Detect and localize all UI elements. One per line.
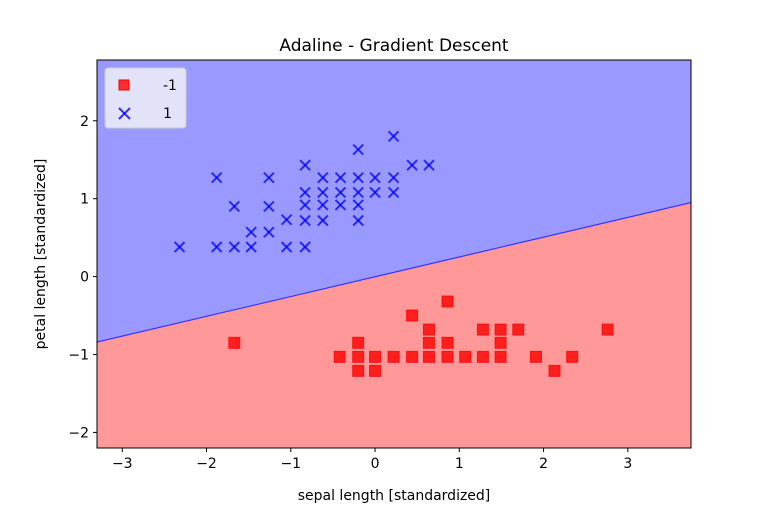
decision-boundary-line	[96, 201, 692, 343]
x-tick-label: −1	[280, 456, 301, 472]
data-point-x	[352, 214, 364, 227]
data-point-square	[441, 336, 454, 349]
data-point-x	[299, 214, 311, 227]
data-point-x	[387, 130, 400, 143]
y-tick-label: 2	[80, 114, 89, 130]
data-point-square	[548, 364, 561, 377]
data-point-square	[406, 309, 419, 322]
decision-regions	[96, 60, 692, 448]
y-axis-ticks: −2 −1 0 1 2	[68, 114, 97, 441]
data-point-x	[423, 159, 435, 171]
data-point-x	[299, 199, 311, 211]
data-point-x	[334, 171, 347, 184]
legend-label-neg1: -1	[163, 78, 177, 94]
legend-box	[104, 67, 187, 129]
data-point-x	[228, 241, 241, 253]
data-point-square	[352, 364, 365, 377]
data-point-square	[352, 336, 365, 349]
data-point-square	[566, 350, 579, 363]
data-point-x	[369, 171, 381, 184]
data-point-x	[210, 241, 223, 253]
data-point-x	[369, 186, 381, 199]
x-axis-label: sepal length [standardized]	[298, 488, 491, 504]
data-point-x	[245, 226, 257, 238]
data-point-x	[299, 186, 311, 199]
data-point-x	[280, 241, 293, 253]
data-point-square	[459, 350, 472, 363]
y-axis-label: petal length [standardized]	[33, 159, 49, 350]
data-points	[173, 130, 614, 377]
x-tick-label: 2	[539, 456, 548, 472]
data-point-x	[317, 186, 329, 199]
data-point-square	[601, 323, 614, 336]
data-point-square	[441, 295, 454, 308]
data-point-x	[317, 214, 329, 227]
data-point-square	[369, 364, 382, 377]
y-tick-label: 0	[80, 270, 89, 286]
x-tick-label: −2	[196, 456, 217, 472]
region-class-1	[97, 60, 691, 343]
y-tick-label: −1	[68, 348, 89, 364]
data-point-x	[280, 214, 293, 226]
data-point-x	[334, 199, 347, 211]
data-point-x	[387, 186, 400, 199]
data-point-x	[263, 200, 275, 213]
data-point-x	[317, 171, 329, 184]
data-point-x	[352, 199, 364, 211]
data-point-x	[173, 241, 186, 253]
data-point-x	[263, 171, 275, 184]
y-tick-label: −2	[68, 425, 89, 441]
data-point-x	[387, 171, 400, 184]
legend-x-icon	[118, 107, 131, 120]
data-point-square	[422, 336, 435, 349]
data-point-square	[476, 323, 489, 336]
data-point-square	[422, 350, 435, 363]
legend-square-icon	[118, 79, 130, 91]
data-point-x	[317, 199, 329, 211]
data-point-x	[299, 159, 311, 171]
data-point-x	[352, 186, 364, 199]
data-point-square	[369, 350, 382, 363]
y-tick-label: 1	[80, 192, 89, 208]
data-point-square	[228, 336, 241, 349]
data-point-x	[406, 159, 418, 171]
data-point-square	[494, 336, 507, 349]
data-point-square	[512, 323, 525, 336]
x-tick-label: 3	[623, 456, 632, 472]
data-point-x	[263, 226, 275, 238]
x-axis-ticks: −3 −2 −1 0 1 2 3	[112, 448, 632, 472]
data-point-square	[494, 323, 507, 336]
data-point-square	[422, 323, 435, 336]
region-class-neg1	[97, 202, 691, 448]
x-tick-label: 0	[371, 456, 380, 472]
x-tick-label: −3	[112, 456, 133, 472]
chart-title: Adaline - Gradient Descent	[279, 36, 509, 56]
data-point-square	[476, 350, 489, 363]
data-point-square	[387, 350, 400, 363]
legend-label-pos1: 1	[163, 106, 172, 122]
plot-frame	[96, 59, 692, 449]
data-point-x	[245, 241, 257, 253]
data-point-square	[333, 350, 346, 363]
data-point-x	[352, 171, 364, 184]
data-point-square	[352, 350, 365, 363]
data-point-x	[299, 241, 311, 253]
legend: -1 1	[104, 67, 187, 129]
data-point-square	[494, 350, 507, 363]
data-point-x	[210, 171, 223, 184]
x-tick-label: 1	[455, 456, 464, 472]
data-point-square	[529, 350, 542, 363]
data-point-x	[228, 200, 241, 213]
data-point-x	[352, 143, 364, 156]
data-point-square	[441, 350, 454, 363]
data-point-square	[406, 350, 419, 363]
data-point-x	[334, 186, 347, 199]
